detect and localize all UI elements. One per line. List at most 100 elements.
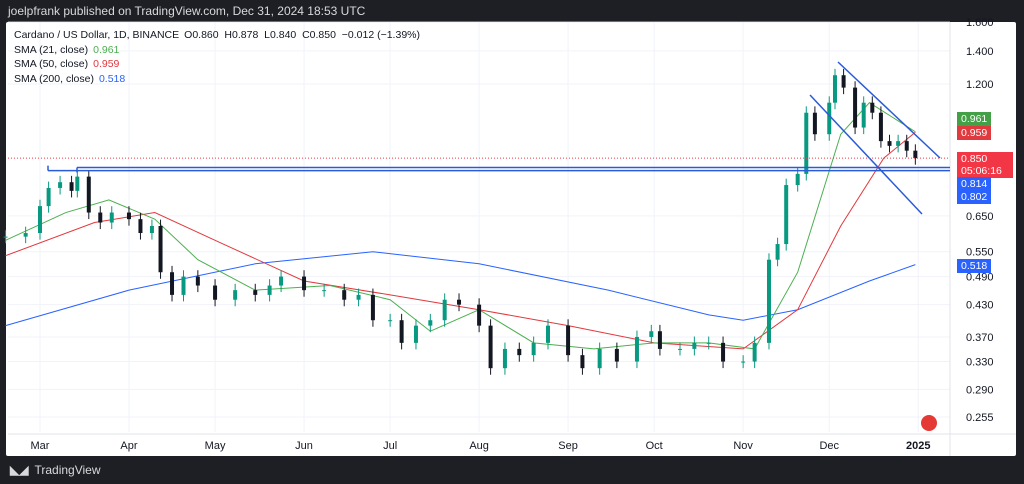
x-tick-label: Jun <box>295 440 313 452</box>
x-tick-label: 2025 <box>906 440 930 452</box>
candle-body <box>213 285 218 300</box>
candle-body <box>804 112 809 174</box>
x-tick-label: Nov <box>733 440 753 452</box>
candle-body <box>399 320 404 343</box>
candle-body <box>388 320 393 322</box>
candle-body <box>3 236 8 238</box>
candle-body <box>356 294 361 300</box>
x-tick-label: Jul <box>383 440 397 452</box>
candle-body <box>170 272 175 295</box>
publisher-line: joelpfrank published on TradingView.com,… <box>8 4 366 18</box>
candle-body <box>634 336 639 362</box>
candle-body <box>195 276 200 286</box>
candle-body <box>766 259 771 343</box>
candle-body <box>861 102 866 128</box>
y-tick-label: 0.370 <box>966 332 994 344</box>
candle-body <box>775 244 780 260</box>
sma21-tag: 0.961 <box>957 112 992 126</box>
sma200-label: SMA (200, close) <box>14 72 94 85</box>
candle-body <box>812 112 817 135</box>
candle-body <box>657 331 662 349</box>
candle-body <box>279 276 284 286</box>
candle-body <box>706 342 711 344</box>
y-tick-label: 1.200 <box>966 79 994 91</box>
chart-panel[interactable] <box>6 22 1016 456</box>
candle-body <box>477 304 482 326</box>
x-tick-label: Dec <box>819 440 839 452</box>
candle-body <box>126 212 131 220</box>
candle-body <box>457 299 462 305</box>
candle-body <box>109 212 114 223</box>
x-tick-label: Oct <box>646 440 663 452</box>
us-flag-icon <box>921 415 937 431</box>
candle-body <box>98 212 103 223</box>
sma50-value: 0.959 <box>93 58 120 70</box>
candle-body <box>841 75 846 88</box>
candle-body <box>302 276 307 291</box>
candle-body <box>488 325 493 369</box>
candle-body <box>138 219 143 234</box>
candle-body <box>649 331 654 337</box>
candle-body <box>904 141 909 151</box>
candle-body <box>253 290 258 295</box>
y-tick-label: 1.600 <box>966 17 994 29</box>
sma21-label: SMA (21, close) <box>14 43 89 56</box>
channel-lower-line <box>809 94 923 215</box>
candle-body <box>517 348 522 356</box>
x-tick-label: Sep <box>558 440 578 452</box>
sma200-tag: 0.518 <box>957 259 992 273</box>
candle-body <box>69 182 74 191</box>
symbol-title: Cardano / US Dollar, 1D, BINANCE <box>14 29 180 41</box>
sma200-line <box>5 251 916 327</box>
candle-body <box>887 141 892 146</box>
candle-body <box>853 87 858 128</box>
candle-body <box>678 348 683 350</box>
sma50-line <box>5 131 916 350</box>
sma50-label: SMA (50, close) <box>14 58 89 70</box>
footer-brand: TradingView <box>34 463 101 477</box>
x-tick-label: Mar <box>31 440 50 452</box>
candle-body <box>149 225 154 234</box>
candle-body <box>322 290 327 292</box>
candle-body <box>752 342 757 362</box>
price-tag: 0.850 05:06:16 <box>957 152 1013 178</box>
candle-body <box>913 150 918 159</box>
y-tick-label: 0.430 <box>966 300 994 312</box>
candle-body <box>342 290 347 300</box>
candle-body <box>580 355 585 369</box>
candle-body <box>795 173 800 186</box>
candle-body <box>442 299 447 321</box>
channel-upper-line <box>837 61 941 159</box>
x-tick-label: Aug <box>469 440 489 452</box>
candle-body <box>413 325 418 343</box>
footer: ◣◢ TradingView <box>10 463 101 477</box>
candle-body <box>784 185 789 245</box>
candle-body <box>827 102 832 135</box>
candle-body <box>896 141 901 146</box>
y-tick-label: 1.400 <box>966 46 994 58</box>
candle-body <box>58 182 63 188</box>
candle-body <box>741 361 746 363</box>
candle-body <box>23 233 28 237</box>
candle-body <box>721 342 726 362</box>
candle-body <box>370 294 375 321</box>
candle-body <box>233 290 238 300</box>
y-tick-label: 0.330 <box>966 357 994 369</box>
candle-body <box>531 342 536 356</box>
y-tick-label: 0.290 <box>966 384 994 396</box>
candle-body <box>267 285 272 295</box>
candle-body <box>832 75 837 103</box>
candle-body <box>158 225 163 273</box>
y-tick-label: 0.550 <box>966 247 994 259</box>
candle-body <box>181 276 186 295</box>
candle-body <box>46 187 51 207</box>
candle-body <box>597 348 602 369</box>
candle-body <box>428 320 433 326</box>
tradingview-logo-icon: ◣◢ <box>10 463 29 477</box>
legend: Cardano / US Dollar, 1D, BINANCE O0.860 H… <box>14 28 425 86</box>
x-tick-label: May <box>205 440 226 452</box>
ohlc-values: O0.860 H0.878 L0.840 C0.850 −0.012 (−1.3… <box>184 29 420 41</box>
y-tick-label: 0.650 <box>966 211 994 223</box>
candle-body <box>75 176 80 191</box>
